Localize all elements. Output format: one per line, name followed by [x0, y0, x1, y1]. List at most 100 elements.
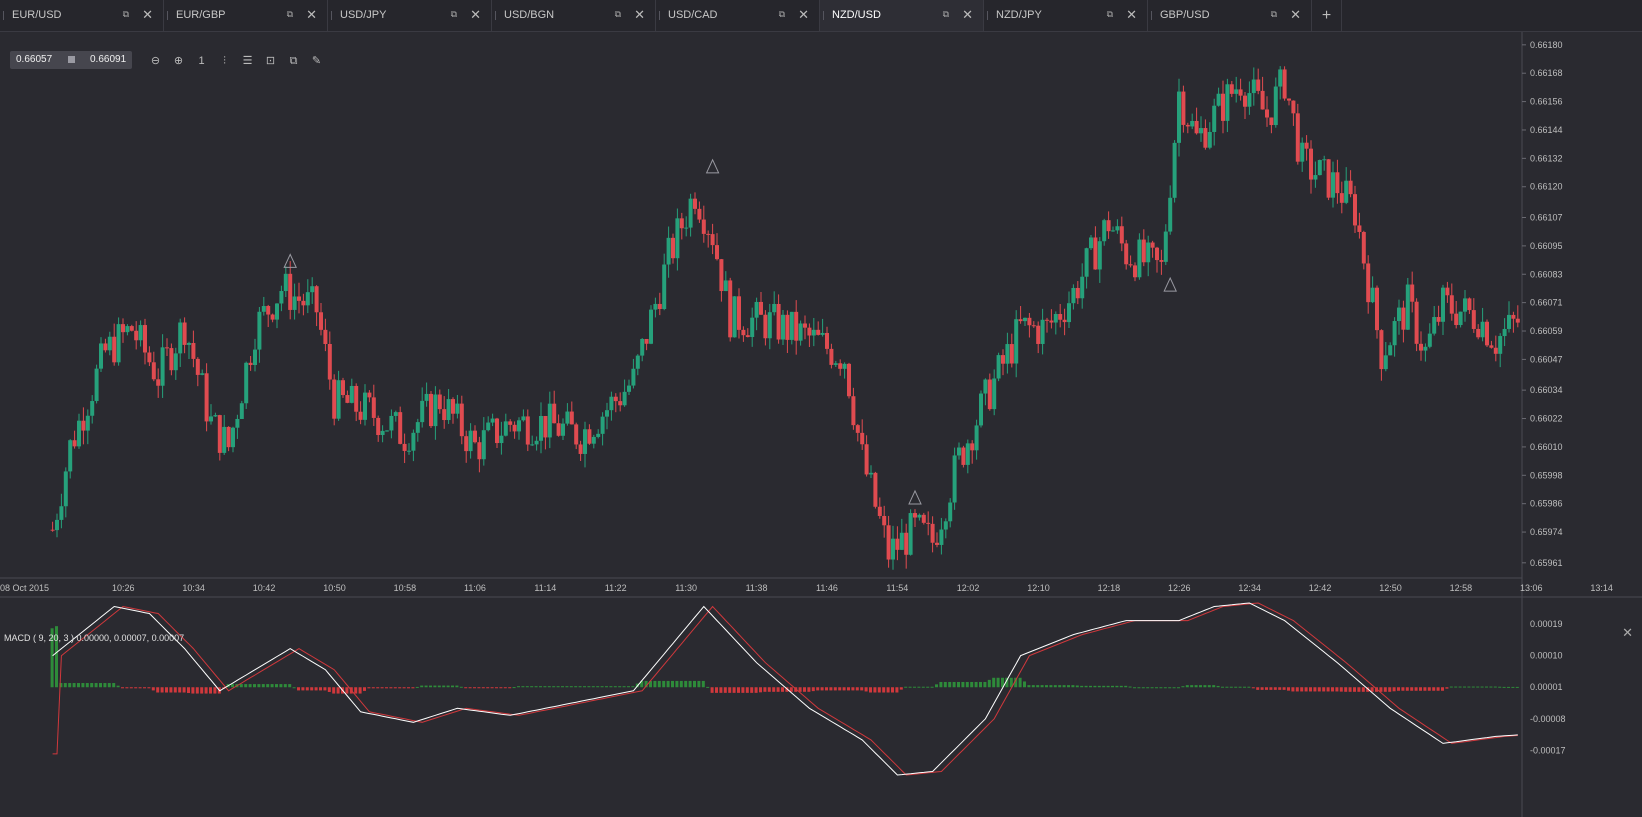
tab-gbp-usd[interactable]: GBP/USD ⧉ ✕	[1148, 0, 1312, 31]
candle-down	[451, 399, 455, 414]
popout-icon[interactable]: ⧉	[1106, 9, 1113, 19]
popout-icon[interactable]: ⧉	[122, 9, 129, 19]
candle-down	[701, 219, 706, 234]
popout-icon[interactable]: ⧉	[614, 9, 621, 19]
macd-histogram-bar	[94, 683, 98, 688]
candle-up	[996, 355, 1001, 379]
time-tick-label: 12:10	[1027, 583, 1050, 593]
close-indicator-icon[interactable]: ✕	[1622, 625, 1633, 640]
candle-down	[1454, 313, 1459, 326]
candle-down	[719, 259, 724, 292]
time-tick-label: 10:58	[394, 583, 417, 593]
close-tab-icon[interactable]: ✕	[142, 7, 153, 22]
candle-up	[583, 429, 587, 454]
popout-icon[interactable]: ⧉	[778, 9, 785, 19]
macd-histogram-bar	[327, 687, 331, 692]
candle-down	[1150, 242, 1155, 248]
macd-histogram-bar	[657, 680, 661, 688]
macd-histogram-bar	[1071, 685, 1075, 688]
macd-histogram-bar	[530, 686, 534, 688]
candle-up	[640, 338, 645, 356]
popout-icon[interactable]: ⧉	[450, 9, 457, 19]
macd-histogram-bar	[63, 683, 67, 688]
macd-histogram-bar	[1133, 687, 1136, 689]
quote-box[interactable]: 0.66057 0.66091	[10, 51, 132, 69]
candle-up	[631, 368, 636, 386]
candle-down	[1476, 328, 1481, 338]
candle-down	[437, 394, 442, 410]
candle-down	[671, 237, 675, 259]
popout-icon[interactable]: ⧉	[942, 9, 949, 19]
popout-icon[interactable]: ⧉	[1270, 9, 1277, 19]
macd-histogram-bar	[1502, 686, 1506, 688]
close-tab-icon[interactable]: ✕	[1126, 7, 1137, 22]
candle-up	[1102, 220, 1107, 242]
candle-up	[389, 415, 394, 431]
macd-histogram-bar	[653, 680, 657, 688]
macd-histogram-bar	[55, 626, 58, 688]
candle-up	[517, 420, 521, 432]
macd-histogram-bar	[565, 686, 569, 688]
duplicate-icon[interactable]: ⧉	[289, 55, 298, 67]
tab-usd-bgn[interactable]: USD/BGN ⧉ ✕	[492, 0, 656, 31]
macd-histogram-bar	[569, 686, 573, 688]
close-tab-icon[interactable]: ✕	[306, 7, 317, 22]
price-tick-label: 0.66071	[1530, 298, 1563, 308]
candle-up	[1053, 313, 1058, 323]
tab-nzd-jpy[interactable]: NZD/JPY ⧉ ✕	[984, 0, 1148, 31]
macd-histogram-bar	[112, 683, 116, 688]
macd-histogram-bar	[1185, 685, 1189, 688]
zoom-out-icon[interactable]: ⊖	[150, 55, 161, 67]
macd-histogram-bar	[182, 687, 186, 693]
candle-down	[935, 542, 939, 545]
close-tab-icon[interactable]: ✕	[798, 7, 809, 22]
tab-usd-cad[interactable]: USD/CAD ⧉ ✕	[656, 0, 820, 31]
compare-icon[interactable]: ⊡	[265, 55, 276, 67]
draw-icon[interactable]: ✎	[311, 55, 322, 67]
add-tab-button[interactable]: +	[1312, 0, 1342, 31]
macd-histogram-bar	[371, 687, 375, 689]
candle-down	[288, 273, 293, 310]
candle-down	[301, 300, 306, 306]
close-tab-icon[interactable]: ✕	[470, 7, 481, 22]
macd-histogram-bar	[723, 687, 727, 693]
macd-histogram-bar	[72, 683, 76, 688]
timeframe-icon[interactable]: 1	[198, 55, 205, 67]
macd-histogram-bar	[407, 687, 410, 689]
candle-down	[525, 416, 530, 445]
macd-histogram-bar	[767, 687, 771, 692]
tab-usd-jpy[interactable]: USD/JPY ⧉ ✕	[328, 0, 492, 31]
candle-down	[1036, 325, 1041, 344]
close-tab-icon[interactable]: ✕	[962, 7, 973, 22]
macd-histogram-bar	[305, 687, 309, 691]
tab-nzd-usd[interactable]: NZD/USD ⧉ ✕	[820, 0, 984, 31]
macd-histogram-bar	[1005, 677, 1009, 688]
macd-histogram-bar	[1300, 687, 1304, 692]
tab-eur-gbp[interactable]: EUR/GBP ⧉ ✕	[164, 0, 328, 31]
candle-down	[697, 208, 702, 220]
macd-histogram-bar	[125, 687, 129, 689]
candle-down	[495, 418, 499, 444]
close-tab-icon[interactable]: ✕	[634, 7, 645, 22]
zoom-in-icon[interactable]: ⊕	[173, 55, 184, 67]
candle-up	[561, 423, 565, 436]
chart-type-icon[interactable]: ⫶	[223, 55, 226, 67]
indicators-icon[interactable]: ☰	[242, 55, 253, 67]
macd-histogram-bar	[77, 683, 80, 688]
macd-histogram-bar	[363, 687, 366, 691]
macd-histogram-bar	[1331, 687, 1334, 692]
macd-histogram-bar	[499, 687, 503, 689]
macd-histogram-bar	[684, 680, 688, 688]
candle-up	[349, 385, 354, 403]
candle-up	[1405, 284, 1410, 330]
popout-icon[interactable]: ⧉	[286, 9, 293, 19]
candle-down	[1018, 319, 1023, 322]
time-tick-label: 12:26	[1168, 583, 1191, 593]
macd-histogram-bar	[864, 687, 868, 692]
candle-down	[1282, 69, 1287, 99]
close-tab-icon[interactable]: ✕	[1290, 7, 1301, 22]
candle-up	[503, 421, 508, 436]
candle-down	[134, 330, 139, 341]
tab-eur-usd[interactable]: EUR/USD ⧉ ✕	[0, 0, 164, 31]
